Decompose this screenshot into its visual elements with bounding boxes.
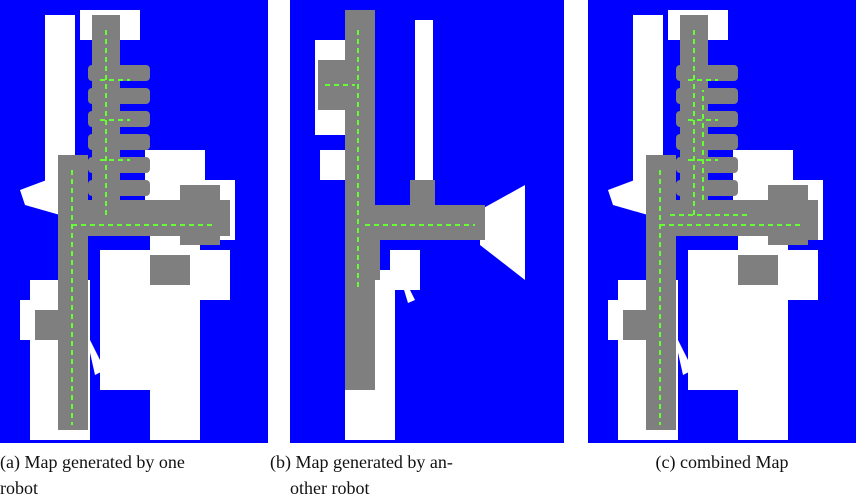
room: [150, 255, 190, 285]
caption-b-line-1: (b) Map generated by an-: [270, 452, 453, 473]
room: [88, 180, 150, 196]
free-space: [788, 250, 818, 300]
room: [350, 220, 380, 280]
room: [88, 134, 150, 150]
free-space: [415, 20, 433, 190]
caption-a-line-1: (a) Map generated by one: [0, 452, 185, 473]
room: [410, 180, 435, 210]
room: [88, 88, 150, 104]
figure: (a) Map generated by one robot (b) Map g…: [0, 0, 856, 503]
room: [88, 65, 150, 81]
room: [623, 310, 668, 340]
room: [676, 134, 738, 150]
free-space: [130, 260, 150, 340]
free-space: [718, 260, 738, 340]
room: [35, 310, 80, 340]
room: [738, 255, 778, 285]
page: (a) Map generated by one robot (b) Map g…: [0, 0, 856, 503]
caption-b-line-2: other robot: [290, 478, 369, 498]
caption-c: (c) combined Map: [656, 452, 789, 473]
free-space: [200, 250, 230, 300]
room: [783, 200, 818, 240]
corridor: [370, 205, 485, 240]
room: [180, 185, 220, 245]
room: [676, 180, 738, 196]
caption-a-line-2: robot: [0, 478, 38, 498]
room: [676, 65, 738, 81]
room: [676, 88, 738, 104]
